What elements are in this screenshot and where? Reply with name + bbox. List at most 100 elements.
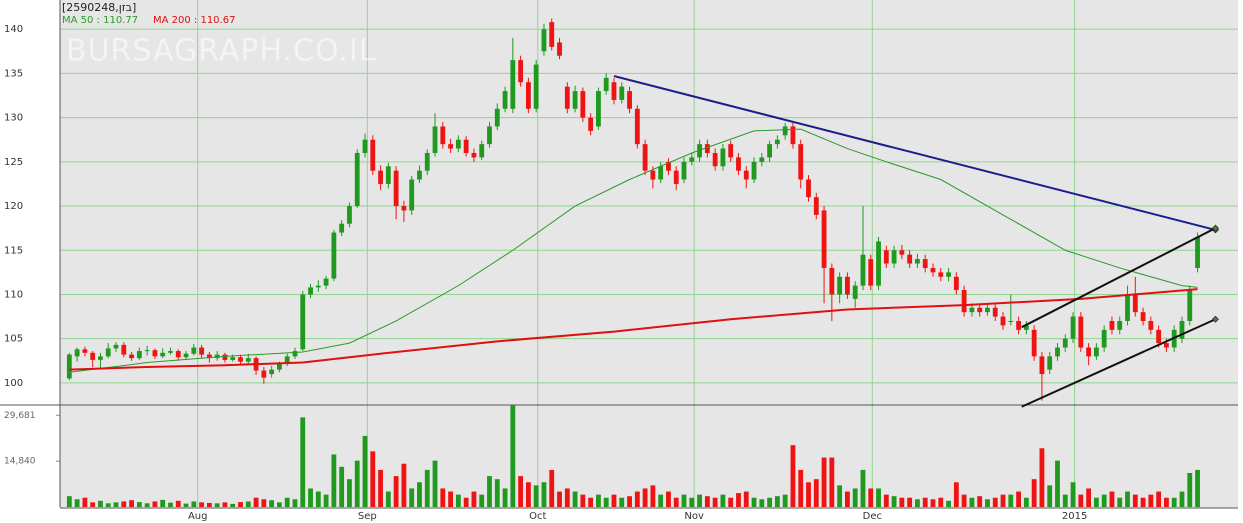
volume-bar bbox=[1047, 485, 1053, 507]
volume-bar bbox=[650, 485, 656, 507]
volume-bar bbox=[1109, 491, 1115, 507]
volume-bar bbox=[238, 502, 243, 507]
volume-bar bbox=[183, 503, 189, 507]
candle-body bbox=[409, 179, 415, 211]
ma200-legend: MA 200 : 110.67 bbox=[153, 15, 235, 26]
candle-body bbox=[883, 250, 889, 264]
candle-body bbox=[1016, 320, 1021, 330]
volume-bar bbox=[813, 479, 819, 507]
volume-bar bbox=[1055, 460, 1060, 507]
candle-body bbox=[1047, 356, 1053, 370]
candle-body bbox=[440, 126, 446, 145]
volume-bar bbox=[930, 499, 936, 507]
volume-bar bbox=[292, 499, 298, 507]
candle-body bbox=[829, 267, 835, 295]
volume-bar bbox=[627, 496, 632, 507]
volume-bar bbox=[354, 460, 360, 507]
candle-body bbox=[666, 161, 671, 171]
candle-body bbox=[852, 285, 858, 299]
volume-bar bbox=[1078, 494, 1084, 507]
volume-bar bbox=[253, 497, 259, 507]
candle-body bbox=[113, 344, 119, 349]
candle-body bbox=[821, 210, 827, 268]
volume-bar bbox=[463, 497, 469, 507]
candle-body bbox=[728, 144, 734, 158]
volume-bar bbox=[1164, 497, 1169, 507]
volume-bar bbox=[720, 494, 726, 507]
candle-body bbox=[1093, 347, 1099, 357]
trendline bbox=[613, 75, 1216, 231]
candle-body bbox=[743, 170, 749, 180]
volume-bar bbox=[269, 500, 275, 507]
candle-body bbox=[1062, 338, 1068, 348]
candle-body bbox=[689, 157, 695, 162]
volume-tick-label: 14,840 bbox=[4, 457, 36, 467]
candle-body bbox=[1148, 320, 1154, 330]
candle-body bbox=[1179, 320, 1185, 339]
candle-body bbox=[183, 353, 189, 358]
volume-bar bbox=[712, 497, 718, 507]
candle-body bbox=[487, 126, 492, 145]
candle-body bbox=[1101, 329, 1107, 348]
volume-bar bbox=[1117, 497, 1123, 507]
volume-bar bbox=[261, 499, 267, 507]
candle-body bbox=[1078, 316, 1084, 348]
volume-bar bbox=[409, 488, 415, 507]
candle-body bbox=[860, 254, 866, 286]
candle-body bbox=[160, 352, 166, 357]
y-tick-label: 120 bbox=[4, 201, 23, 212]
volume-bar bbox=[541, 482, 547, 507]
volume-bar bbox=[1000, 494, 1006, 507]
candle-body bbox=[1023, 325, 1029, 330]
candle-body bbox=[1055, 347, 1060, 357]
volume-bar bbox=[533, 485, 539, 507]
volume-bar bbox=[619, 497, 625, 507]
volume-bar bbox=[339, 466, 345, 507]
volume-bar bbox=[144, 503, 150, 507]
candle-body bbox=[915, 259, 920, 264]
volume-bar bbox=[191, 501, 197, 507]
volume-bar bbox=[471, 491, 477, 507]
volume-bar bbox=[961, 494, 967, 507]
candle-body bbox=[658, 166, 664, 180]
volume-bar bbox=[681, 494, 687, 507]
volume-bar bbox=[175, 500, 181, 507]
volume-tick-label: 29,681 bbox=[4, 411, 36, 421]
volume-bar bbox=[860, 469, 866, 507]
candle-body bbox=[191, 347, 197, 354]
candle-body bbox=[774, 139, 780, 145]
candle-body bbox=[66, 354, 72, 379]
volume-bar bbox=[603, 497, 609, 507]
watermark: BURSAGRAPH.CO.IL bbox=[66, 34, 376, 69]
plot-background bbox=[60, 0, 1238, 508]
candle-body bbox=[588, 117, 594, 131]
volume-bar bbox=[401, 463, 407, 507]
y-tick-label: 130 bbox=[4, 113, 23, 124]
volume-bar bbox=[393, 476, 399, 507]
chart-title: [2590248,בזן] bbox=[62, 1, 136, 14]
candle-body bbox=[463, 139, 469, 153]
candle-body bbox=[596, 91, 601, 127]
candle-body bbox=[98, 356, 103, 360]
candle-body bbox=[175, 351, 181, 358]
candle-body bbox=[541, 29, 547, 52]
volume-bar bbox=[494, 479, 500, 507]
candle-body bbox=[767, 144, 773, 158]
candle-body bbox=[222, 354, 228, 360]
x-tick-label: Nov bbox=[684, 511, 704, 522]
volume-bar bbox=[448, 491, 454, 507]
candle-body bbox=[362, 139, 368, 153]
volume-bar bbox=[1008, 494, 1014, 507]
candle-body bbox=[650, 170, 656, 180]
candle-body bbox=[619, 86, 625, 100]
volume-bar bbox=[969, 497, 975, 507]
candle-body bbox=[230, 357, 236, 360]
volume-bar bbox=[1023, 497, 1029, 507]
candle-body bbox=[518, 60, 524, 83]
candle-body bbox=[751, 161, 757, 180]
candle-body bbox=[673, 170, 679, 184]
x-tick-label: Aug bbox=[188, 511, 208, 522]
volume-bar bbox=[759, 499, 765, 507]
volume-bar bbox=[1195, 469, 1200, 507]
